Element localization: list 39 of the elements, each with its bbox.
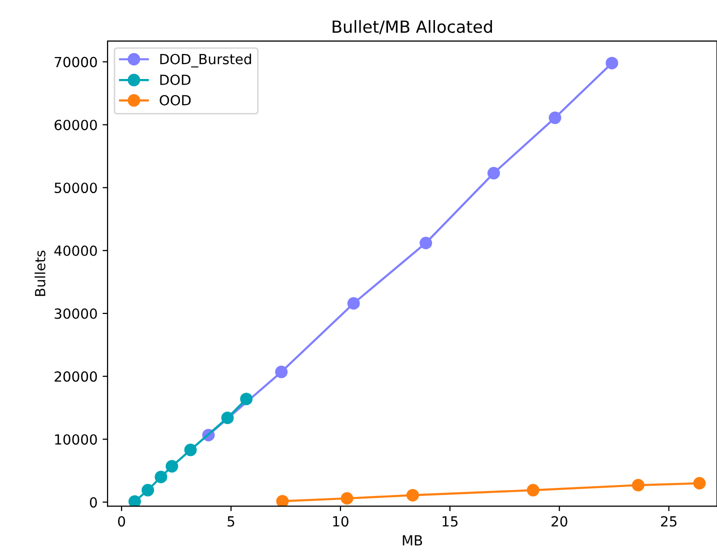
point	[276, 494, 289, 506]
point	[693, 477, 706, 490]
x-tick-label: 20	[552, 516, 568, 527]
point	[275, 366, 288, 378]
point	[347, 297, 360, 310]
y-tick-label: 70000	[54, 56, 97, 68]
point	[420, 236, 432, 250]
point	[166, 460, 178, 473]
point	[240, 392, 253, 406]
point	[184, 444, 197, 456]
legend-label: DOD	[160, 74, 190, 86]
x-tick-label: 15	[442, 516, 458, 527]
point	[526, 484, 540, 496]
y-tick-label: 10000	[55, 434, 97, 445]
chart-title: Bullet/MB Allocated	[332, 20, 492, 34]
x-axis-title: MB	[402, 535, 422, 546]
point	[221, 412, 234, 424]
point	[406, 488, 419, 502]
x-tick-label: 0	[118, 516, 126, 527]
y-axis-title: Bullets	[34, 250, 46, 296]
point	[154, 470, 168, 484]
y-tick-label: 40000	[54, 246, 97, 256]
point	[548, 112, 562, 124]
point	[487, 166, 500, 180]
x-tick-label: 25	[661, 516, 676, 527]
x-tick-label: 10	[333, 516, 348, 527]
y-tick-label: 20000	[54, 371, 97, 382]
point	[632, 478, 644, 492]
point	[142, 484, 154, 496]
point	[128, 495, 141, 506]
y-tick-label: 0	[90, 497, 97, 508]
point	[340, 492, 354, 505]
x-tick-label: 5	[228, 516, 234, 527]
y-tick-label: 60000	[54, 120, 97, 130]
legend-label: DOD_Bursted	[160, 54, 252, 68]
point	[606, 56, 618, 70]
legend-label: OOD	[160, 94, 191, 106]
y-tick-label: 30000	[54, 308, 97, 319]
y-tick-label: 50000	[54, 182, 97, 194]
